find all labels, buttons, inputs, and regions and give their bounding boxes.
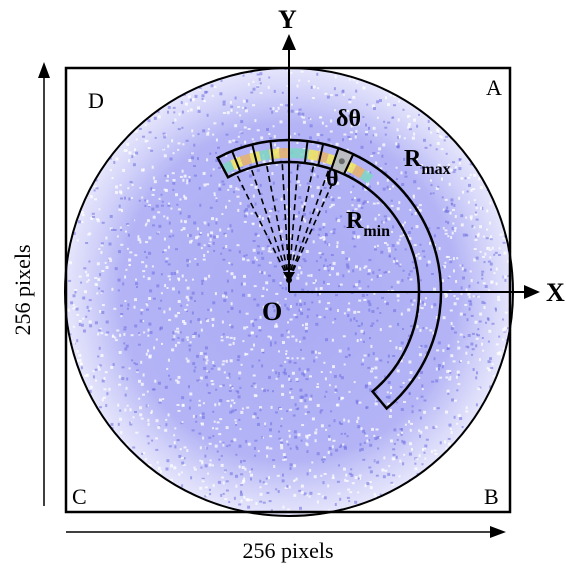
origin-label: O — [262, 297, 282, 326]
x-axis-arrowhead — [524, 285, 540, 299]
r-min-label: Rmin — [346, 208, 390, 240]
corner-label-d: D — [88, 88, 104, 113]
x-axis-label: X — [546, 278, 565, 307]
corner-label-a: A — [486, 75, 502, 100]
r-min-subscript: min — [363, 223, 390, 240]
height-arrowhead — [38, 62, 50, 78]
origin-point — [286, 277, 292, 283]
r-max-label: Rmax — [404, 146, 451, 178]
corner-label-c: C — [72, 484, 87, 509]
y-axis-label: Y — [278, 5, 297, 34]
r-max-symbol: R — [404, 146, 422, 172]
width-arrowhead — [490, 526, 506, 538]
y-axis-arrowhead — [282, 34, 296, 50]
height-dimension-label: 256 pixels — [10, 244, 35, 335]
theta-label: θ — [326, 166, 339, 192]
r-min-symbol: R — [346, 208, 364, 234]
corner-label-b: B — [484, 484, 499, 509]
delta-theta-label: δθ — [336, 106, 361, 132]
width-dimension-label: 256 pixels — [242, 538, 333, 563]
integration-sector — [215, 138, 443, 411]
r-max-subscript: max — [421, 161, 450, 178]
